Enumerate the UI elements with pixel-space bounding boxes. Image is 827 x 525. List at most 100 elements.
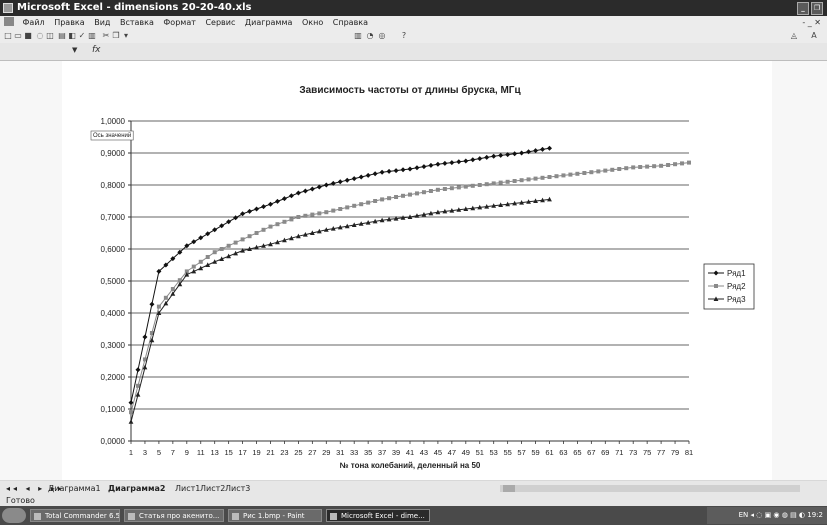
email-icon[interactable]: ◫: [46, 31, 54, 40]
menu-tools[interactable]: Сервис: [205, 18, 236, 27]
save-icon[interactable]: ■: [24, 31, 32, 40]
x-tick-label: 67: [587, 448, 595, 457]
data-point: [414, 213, 420, 218]
data-point: [456, 207, 462, 212]
start-button[interactable]: [2, 508, 26, 523]
data-point: [149, 331, 154, 335]
data-point: [442, 187, 447, 191]
data-point: [156, 304, 161, 309]
data-point: [533, 148, 539, 154]
document-icon[interactable]: [4, 17, 14, 26]
menu-view[interactable]: Вид: [94, 18, 111, 27]
taskbar-excel[interactable]: Microsoft Excel - dime...: [326, 509, 430, 522]
data-point: [687, 160, 691, 165]
fx-label[interactable]: fx: [92, 45, 101, 55]
restore-button[interactable]: ❐: [811, 2, 823, 15]
menu-file[interactable]: Файл: [22, 18, 45, 27]
open-icon[interactable]: ▭: [14, 31, 22, 40]
taskbar-paint[interactable]: Рис 1.bmp - Paint: [228, 509, 322, 522]
x-tick-label: 25: [294, 448, 302, 457]
data-point: [617, 167, 622, 171]
fill-color-icon[interactable]: ◬: [790, 31, 798, 40]
chart-title: Зависимость частоты от длины бруска, МГц: [299, 84, 521, 96]
data-point: [421, 190, 426, 195]
help-icon[interactable]: ?: [401, 31, 407, 40]
drawing-icon[interactable]: ◔: [366, 31, 374, 40]
data-point: [233, 240, 238, 245]
x-tick-label: 19: [252, 448, 260, 457]
tab-sheet1[interactable]: Лист1: [175, 484, 201, 493]
new-icon[interactable]: □: [4, 31, 12, 40]
data-point: [198, 265, 204, 271]
data-point: [163, 300, 169, 306]
data-point: [358, 174, 364, 180]
zoom-icon[interactable]: ◎: [378, 31, 386, 40]
title-bar: Microsoft Excel - dimensions 20-20-40.xl…: [0, 0, 827, 16]
menu-insert[interactable]: Вставка: [119, 18, 154, 27]
data-point: [337, 224, 343, 230]
tray-icons[interactable]: ◂ ◌ ▣ ◉ ◍ ▤ ◐: [750, 511, 808, 519]
paste-icon[interactable]: ▾: [123, 31, 128, 40]
menu-edit[interactable]: Правка: [54, 18, 85, 27]
legend-marker: [713, 296, 719, 301]
x-tick-label: 53: [490, 448, 498, 457]
tab-scroll-buttons[interactable]: ◂◂ ◂ ▸ ▸▸: [6, 484, 65, 493]
data-point: [240, 237, 245, 242]
data-point: [233, 250, 239, 256]
research-icon[interactable]: ▥: [88, 31, 96, 40]
scrollbar-thumb[interactable]: [503, 485, 515, 492]
x-axis-label: № тона колебаний, деленный на 50: [340, 461, 481, 470]
data-point: [491, 203, 497, 208]
taskbar-total-commander[interactable]: Total Commander 6.5...: [30, 509, 120, 522]
line-chart[interactable]: Зависимость частоты от длины бруска, МГц…: [62, 61, 772, 480]
tab-diagram2[interactable]: Диаграмма2: [108, 484, 166, 493]
x-tick-label: 51: [476, 448, 484, 457]
menu-chart[interactable]: Диаграмма: [244, 18, 293, 27]
data-point: [659, 163, 664, 168]
data-point: [317, 211, 322, 216]
data-point: [519, 200, 524, 205]
chart-area[interactable]: Зависимость частоты от длины бруска, МГц…: [62, 61, 772, 480]
data-point: [177, 249, 183, 255]
chart-wizard-icon[interactable]: ▥: [354, 31, 362, 40]
data-point: [351, 176, 357, 182]
data-point: [589, 170, 594, 175]
cut-icon[interactable]: ✂: [102, 31, 110, 40]
document-window-controls[interactable]: - _ ✕: [802, 18, 821, 27]
data-point: [198, 259, 203, 264]
data-point: [477, 156, 483, 162]
tab-sheet2[interactable]: Лист2: [200, 484, 226, 493]
system-tray: EN ◂ ◌ ▣ ◉ ◍ ▤ ◐ 19:2: [707, 507, 827, 524]
data-point: [177, 278, 182, 283]
data-point: [219, 223, 225, 229]
tab-diagram1[interactable]: Диаграмма1: [48, 484, 101, 493]
menu-format[interactable]: Формат: [163, 18, 196, 27]
copy-icon[interactable]: ❐: [112, 31, 120, 40]
menu-window[interactable]: Окно: [301, 18, 324, 27]
data-point: [288, 193, 294, 199]
data-point: [421, 164, 427, 170]
window-title: Microsoft Excel - dimensions 20-20-40.xl…: [17, 2, 252, 13]
horizontal-scrollbar[interactable]: [500, 485, 800, 492]
data-point: [393, 216, 399, 221]
x-tick-label: 33: [350, 448, 358, 457]
y-tick-label: 1,0000: [101, 117, 126, 126]
data-point: [428, 162, 434, 168]
tab-sheet3[interactable]: Лист3: [225, 484, 251, 493]
name-box-dropdown-icon[interactable]: ▼: [72, 46, 78, 54]
font-color-icon[interactable]: A: [811, 31, 817, 40]
data-point: [547, 175, 552, 179]
data-point: [435, 209, 441, 215]
excel-app-icon[interactable]: [3, 3, 13, 13]
spelling-icon[interactable]: ✓: [78, 31, 86, 40]
standard-toolbar: □ ▭ ■ ◌ ◫ ▤ ◧ ✓ ▥ ✂ ❐ ▾ ▥ ◔ ◎ ? ◬ A: [0, 30, 827, 43]
language-indicator[interactable]: EN: [738, 511, 749, 519]
preview-icon[interactable]: ◧: [68, 31, 76, 40]
taskbar-word-document[interactable]: Статья про акенито...: [124, 509, 224, 522]
permission-icon[interactable]: ◌: [36, 31, 44, 40]
minimize-button[interactable]: _: [797, 2, 809, 15]
data-point: [295, 190, 301, 196]
data-point: [526, 149, 532, 155]
print-icon[interactable]: ▤: [58, 31, 66, 40]
menu-help[interactable]: Справка: [332, 18, 369, 27]
